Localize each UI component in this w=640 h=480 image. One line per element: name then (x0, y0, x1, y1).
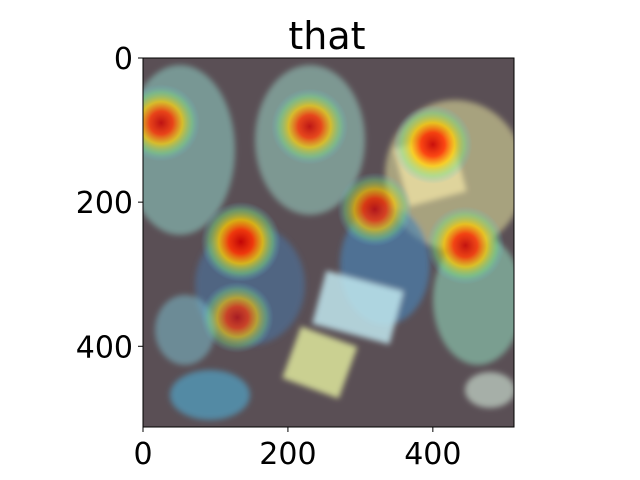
plot-area (143, 58, 514, 427)
heatmap-hotspots (143, 84, 505, 353)
x-axis: 0 200 400 (133, 427, 461, 472)
hotspot (143, 84, 200, 162)
x-tick-label: 0 (133, 437, 152, 472)
hotspot (200, 201, 281, 282)
x-tick-label: 200 (259, 437, 316, 472)
y-tick-label: 0 (114, 42, 133, 77)
y-tick-label: 400 (76, 330, 133, 365)
y-axis: 0 200 400 (76, 42, 143, 365)
hotspot (426, 206, 505, 285)
hotspot (200, 281, 274, 353)
y-tick-label: 200 (76, 186, 133, 221)
hotspot (337, 172, 413, 247)
hotspot (271, 88, 349, 165)
chart-title: that (288, 14, 365, 58)
hotspot (393, 104, 473, 184)
axes-frame (142, 57, 515, 428)
x-tick-label: 400 (404, 437, 461, 472)
